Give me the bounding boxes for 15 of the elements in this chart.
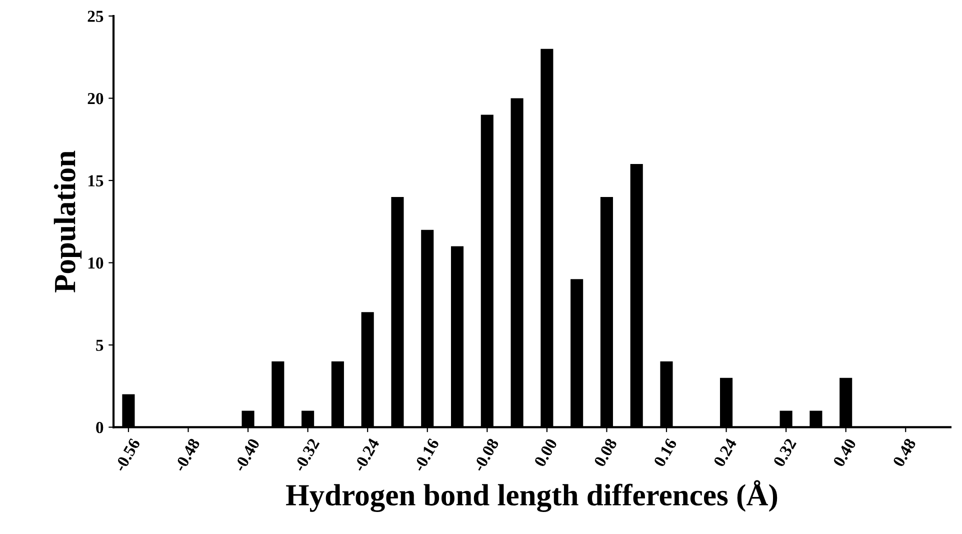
x-axis-title: Hydrogen bond length differences (Å)	[286, 480, 778, 512]
x-tick-label: 0.48	[892, 438, 916, 468]
y-tick-label: 20	[88, 92, 104, 104]
y-tick-label: 25	[88, 10, 104, 22]
y-tick-label: 0	[96, 422, 104, 434]
x-tick-label: 0.16	[653, 438, 678, 468]
y-tick-label: 10	[88, 257, 104, 269]
x-tick-label: 0.00	[534, 438, 558, 468]
x-tick-label: 0.40	[832, 438, 856, 468]
x-tick-label: 0.08	[594, 438, 618, 468]
y-tick-label: 15	[88, 175, 104, 186]
x-tick-label: 0.24	[713, 437, 738, 468]
y-tick-label: 5	[96, 340, 104, 351]
y-axis-title: Population	[54, 150, 82, 292]
x-tick-label: 0.32	[772, 438, 797, 468]
